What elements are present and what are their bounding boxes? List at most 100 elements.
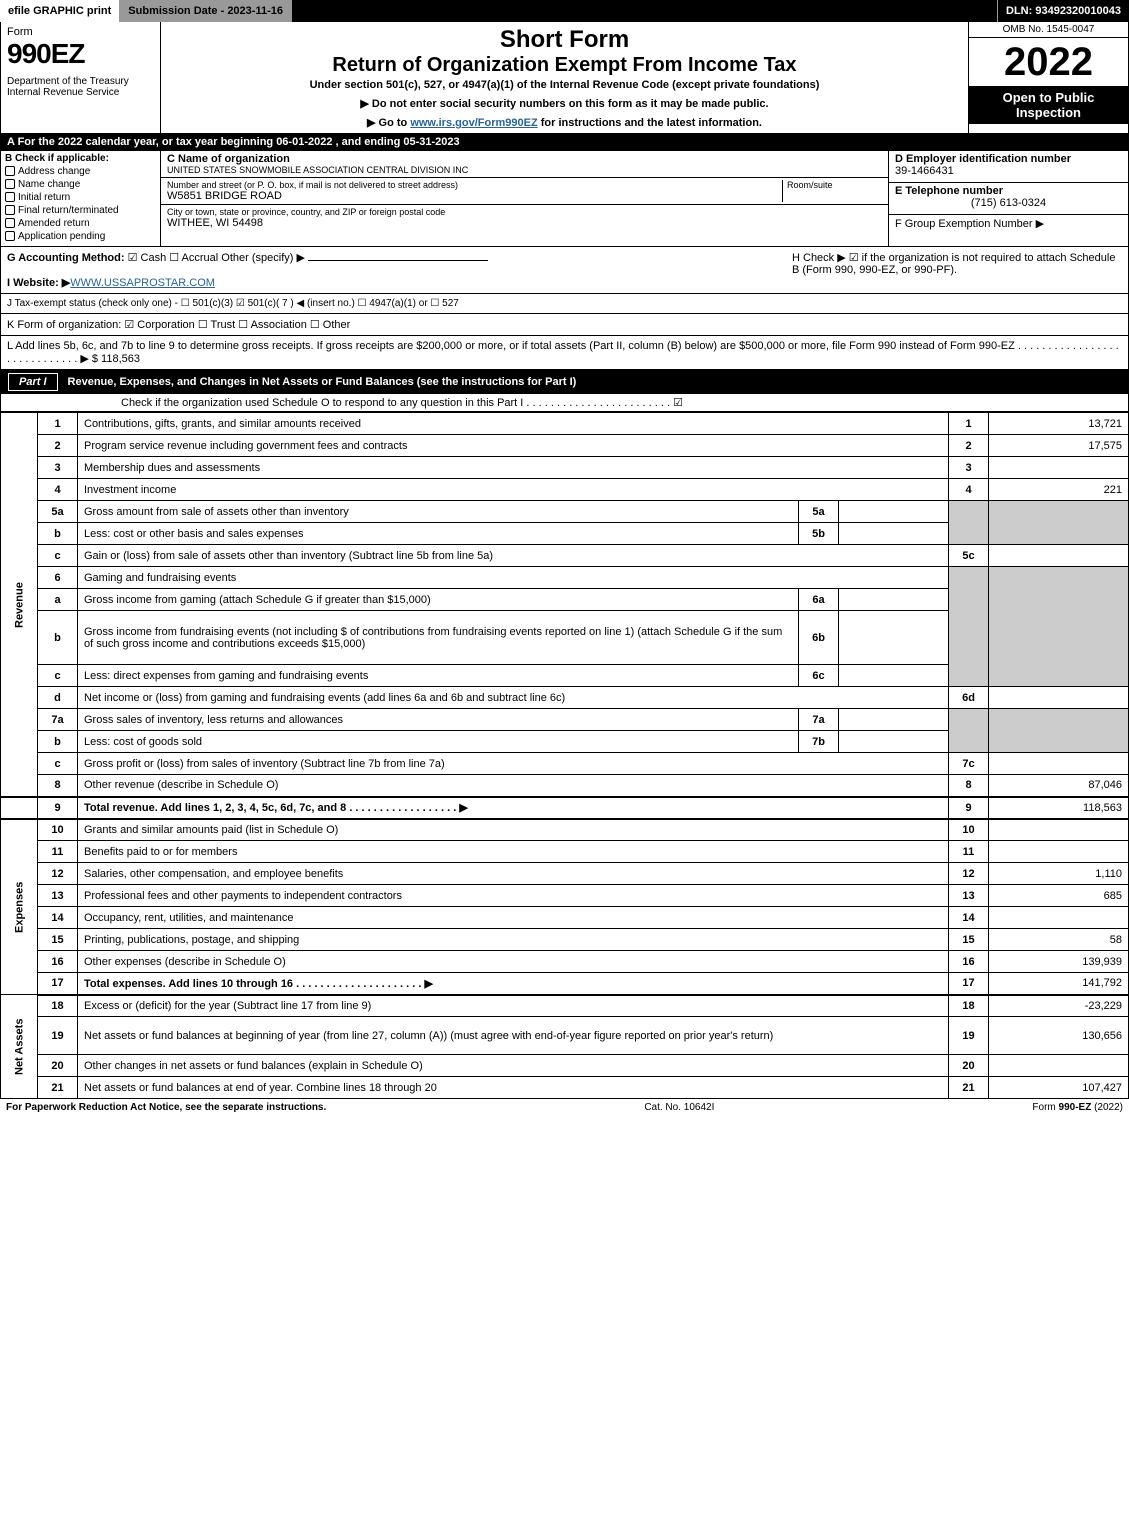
chk-application-pending[interactable]	[5, 231, 15, 241]
dept-line-1: Department of the Treasury	[7, 76, 154, 87]
chk-final-return[interactable]	[5, 205, 15, 215]
row-2-desc: Program service revenue including govern…	[78, 435, 949, 457]
row-20-ref: 20	[949, 1055, 989, 1077]
row-6b-subval	[839, 611, 949, 665]
row-4-val: 221	[989, 479, 1129, 501]
footer-left: For Paperwork Reduction Act Notice, see …	[6, 1102, 326, 1113]
e-label: E Telephone number	[895, 185, 1122, 197]
row-2-num: 2	[38, 435, 78, 457]
row-12-val: 1,110	[989, 863, 1129, 885]
d-label: D Employer identification number	[895, 153, 1122, 165]
row-18-val: -23,229	[989, 995, 1129, 1017]
row-6a-sub: 6a	[799, 589, 839, 611]
row-19-val: 130,656	[989, 1017, 1129, 1055]
row-13-val: 685	[989, 885, 1129, 907]
tax-year: 2022	[969, 38, 1128, 86]
instr-post: for instructions and the latest informat…	[538, 117, 762, 129]
row-12-desc: Salaries, other compensation, and employ…	[78, 863, 949, 885]
row-5c-num: c	[38, 545, 78, 567]
part-1-title: Revenue, Expenses, and Changes in Net As…	[68, 376, 1121, 388]
chk-name-change[interactable]	[5, 179, 15, 189]
efile-label[interactable]: efile GRAPHIC print	[0, 0, 120, 22]
row-6b-sub: 6b	[799, 611, 839, 665]
row-6d-num: d	[38, 687, 78, 709]
j-tax-exempt: J Tax-exempt status (check only one) - ☐…	[0, 294, 1129, 314]
row-2-ref: 2	[949, 435, 989, 457]
dept-line-2: Internal Revenue Service	[7, 87, 154, 98]
row-6d-desc: Net income or (loss) from gaming and fun…	[78, 687, 949, 709]
header-left: Form 990EZ Department of the Treasury In…	[1, 22, 161, 133]
section-c: C Name of organization UNITED STATES SNO…	[161, 151, 888, 246]
row-21-desc: Net assets or fund balances at end of ye…	[78, 1077, 949, 1099]
row-19-num: 19	[38, 1017, 78, 1055]
row-6-num: 6	[38, 567, 78, 589]
submission-date: Submission Date - 2023-11-16	[120, 0, 292, 22]
part-1-header: Part I Revenue, Expenses, and Changes in…	[0, 370, 1129, 394]
expenses-vert: Expenses	[1, 819, 38, 995]
g-label: G Accounting Method:	[7, 252, 125, 264]
row-14-val	[989, 907, 1129, 929]
form-header: Form 990EZ Department of the Treasury In…	[0, 22, 1129, 133]
telephone: (715) 613-0324	[895, 197, 1122, 209]
i-label: I Website: ▶	[7, 277, 70, 289]
chk-amended-return[interactable]	[5, 218, 15, 228]
chk-address-change[interactable]	[5, 166, 15, 176]
form-number: 990EZ	[7, 38, 154, 70]
g-options: ☑ Cash ☐ Accrual Other (specify) ▶	[128, 252, 305, 264]
f-label: F Group Exemption Number ▶	[895, 217, 1122, 230]
row-15-ref: 15	[949, 929, 989, 951]
rev-spacer	[1, 797, 38, 819]
footer-form-pre: Form	[1032, 1102, 1058, 1113]
row-17-desc: Total expenses. Add lines 10 through 16 …	[78, 973, 949, 995]
short-form-title: Short Form	[169, 26, 960, 54]
row-14-desc: Occupancy, rent, utilities, and maintena…	[78, 907, 949, 929]
row-6c-sub: 6c	[799, 665, 839, 687]
irs-link[interactable]: www.irs.gov/Form990EZ	[410, 117, 537, 129]
row-7c-desc: Gross profit or (loss) from sales of inv…	[78, 753, 949, 775]
row-13-num: 13	[38, 885, 78, 907]
line-a: A For the 2022 calendar year, or tax yea…	[0, 133, 1129, 151]
row-6c-desc: Less: direct expenses from gaming and fu…	[78, 665, 799, 687]
row-7a-subval	[839, 709, 949, 731]
row-6b-desc: Gross income from fundraising events (no…	[78, 611, 799, 665]
section-b: B Check if applicable: Address change Na…	[1, 151, 161, 246]
row-7c-val	[989, 753, 1129, 775]
row-11-val	[989, 841, 1129, 863]
h-check: H Check ▶ ☑ if the organization is not r…	[782, 251, 1122, 289]
open-inspection: Open to Public Inspection	[969, 86, 1128, 124]
row-12-ref: 12	[949, 863, 989, 885]
row-6c-subval	[839, 665, 949, 687]
revenue-vert: Revenue	[1, 413, 38, 797]
chk-initial-return[interactable]	[5, 192, 15, 202]
row-1-num: 1	[38, 413, 78, 435]
row-18-ref: 18	[949, 995, 989, 1017]
row-7a-num: 7a	[38, 709, 78, 731]
website-link[interactable]: WWW.USSAPROSTAR.COM	[70, 277, 215, 289]
footer-form-post: (2022)	[1091, 1102, 1123, 1113]
row-6-desc: Gaming and fundraising events	[78, 567, 949, 589]
l-gross-receipts: L Add lines 5b, 6c, and 7b to line 9 to …	[0, 336, 1129, 370]
row-16-desc: Other expenses (describe in Schedule O)	[78, 951, 949, 973]
footer-form-no: 990-EZ	[1059, 1102, 1092, 1113]
lbl-initial-return: Initial return	[18, 192, 70, 203]
shade-6	[949, 567, 989, 687]
row-18-num: 18	[38, 995, 78, 1017]
row-16-num: 16	[38, 951, 78, 973]
row-8-ref: 8	[949, 775, 989, 797]
lbl-final-return: Final return/terminated	[18, 205, 119, 216]
part-1-label: Part I	[8, 373, 58, 391]
row-6b-num: b	[38, 611, 78, 665]
footer-catno: Cat. No. 10642I	[644, 1102, 714, 1113]
row-1-ref: 1	[949, 413, 989, 435]
row-4-ref: 4	[949, 479, 989, 501]
row-12-num: 12	[38, 863, 78, 885]
k-form-org: K Form of organization: ☑ Corporation ☐ …	[0, 314, 1129, 336]
row-17-num: 17	[38, 973, 78, 995]
row-21-num: 21	[38, 1077, 78, 1099]
row-5c-val	[989, 545, 1129, 567]
row-6d-val	[989, 687, 1129, 709]
part-1-table: Revenue 1Contributions, gifts, grants, a…	[0, 412, 1129, 1099]
row-17-val: 141,792	[989, 973, 1129, 995]
row-21-ref: 21	[949, 1077, 989, 1099]
row-11-ref: 11	[949, 841, 989, 863]
